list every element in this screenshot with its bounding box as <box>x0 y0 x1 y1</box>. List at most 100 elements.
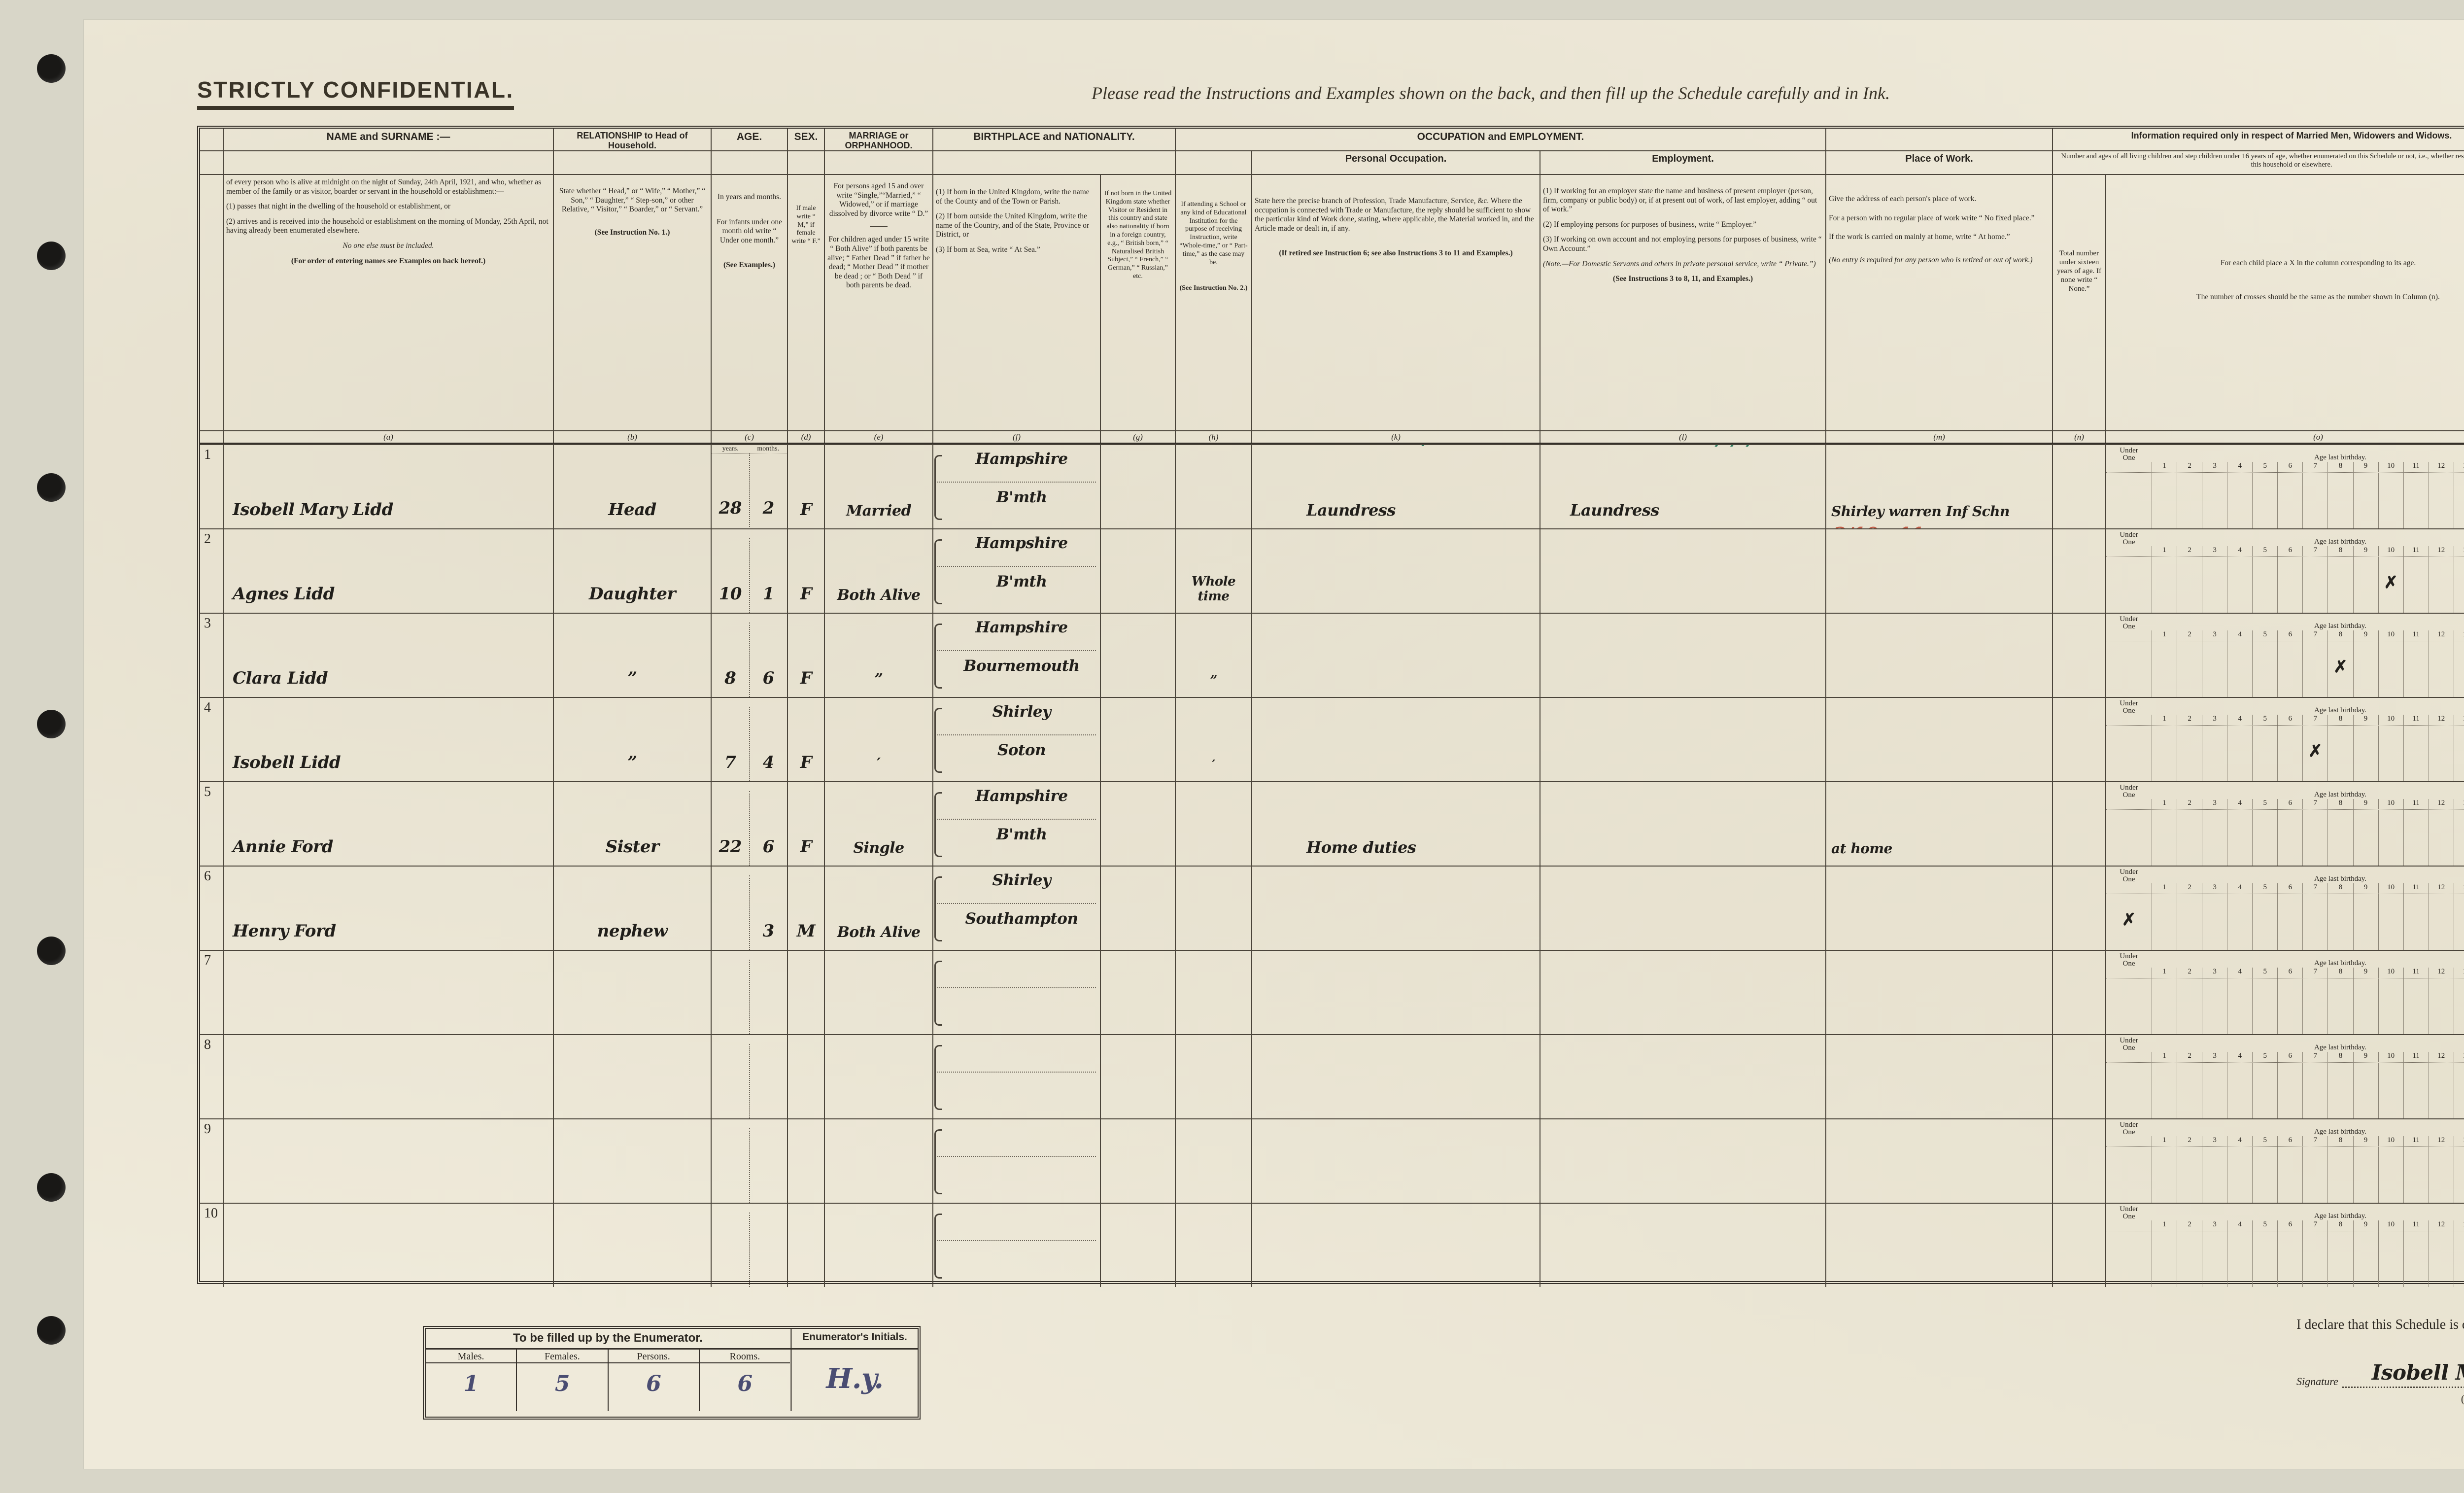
cell-age[interactable]: 22 6 <box>712 782 788 866</box>
cell-nationality[interactable] <box>1101 1035 1176 1118</box>
cell-place-of-work[interactable] <box>1826 867 2053 950</box>
cell-birthplace[interactable]: Shirley Soton <box>933 698 1101 781</box>
age-grid-box-7[interactable] <box>2302 1147 2327 1203</box>
age-grid-box-10[interactable] <box>2378 810 2403 866</box>
cell-age-grid[interactable]: Under One Age last birthday. 1 2 3 4 5 6 7 8 9 10 1… <box>2106 445 2464 528</box>
cell-employment[interactable] <box>1540 1035 1826 1118</box>
age-grid-box-1[interactable] <box>2152 641 2177 697</box>
footer-females-col[interactable]: Females. 5 <box>517 1350 609 1411</box>
age-grid-box-12[interactable] <box>2428 557 2454 613</box>
age-grid-box-4[interactable] <box>2227 557 2252 613</box>
age-grid-box-1[interactable] <box>2152 1147 2177 1203</box>
age-grid-box-1[interactable] <box>2152 557 2177 613</box>
cell-marriage[interactable]: ′ <box>825 698 933 781</box>
cell-age-grid[interactable]: Under One Age last birthday. 1 2 3 4 5 6 7 8 9 10 1… <box>2106 782 2464 866</box>
cell-place-of-work[interactable] <box>1826 1035 2053 1118</box>
age-grid-box-4[interactable] <box>2227 726 2252 781</box>
footer-persons-col[interactable]: Persons. 6 <box>608 1350 700 1411</box>
cell-marriage[interactable]: Both Alive <box>825 529 933 613</box>
cell-relationship[interactable] <box>554 1204 712 1287</box>
cell-birthplace[interactable]: Hampshire B'mth <box>933 782 1101 866</box>
cell-education[interactable] <box>1176 1035 1252 1118</box>
age-grid-box-3[interactable] <box>2202 1147 2227 1203</box>
age-grid-box-7[interactable] <box>2302 978 2327 1034</box>
age-grid-box-2[interactable] <box>2177 1147 2202 1203</box>
cell-education[interactable]: Whole time <box>1176 529 1252 613</box>
age-grid-box-8[interactable] <box>2327 978 2353 1034</box>
cell-age-grid[interactable]: Under One Age last birthday. 1 2 3 4 5 6 7 8 9 10 1… <box>2106 1035 2464 1118</box>
age-grid-box-under-one[interactable] <box>2106 726 2152 781</box>
age-grid-box-13[interactable] <box>2453 1147 2464 1203</box>
age-grid-box-10[interactable] <box>2378 1063 2403 1118</box>
cell-education[interactable] <box>1176 867 1252 950</box>
age-grid-box-9[interactable] <box>2353 557 2378 613</box>
age-grid-box-under-one[interactable] <box>2106 557 2152 613</box>
cell-age[interactable]: 3 <box>712 867 788 950</box>
signature-line[interactable]: Isobell Mary Lidd <box>2342 1360 2464 1388</box>
cell-employment[interactable] <box>1540 782 1826 866</box>
cell-occupation[interactable]: Home duties <box>1252 782 1540 866</box>
age-grid-box-12[interactable] <box>2428 1231 2454 1287</box>
cell-sex[interactable]: M <box>788 867 825 950</box>
cell-education[interactable] <box>1176 1204 1252 1287</box>
age-grid-box-12[interactable] <box>2428 473 2454 528</box>
footer-males-col[interactable]: Males. 1 <box>426 1350 517 1411</box>
cell-name[interactable]: Annie Ford <box>224 782 554 866</box>
age-grid-box-10[interactable] <box>2378 473 2403 528</box>
age-grid-box-2[interactable] <box>2177 557 2202 613</box>
age-grid-box-6[interactable] <box>2277 810 2302 866</box>
age-grid-box-7[interactable] <box>2302 557 2327 613</box>
age-grid-box-13[interactable] <box>2453 726 2464 781</box>
cell-education[interactable] <box>1176 1119 1252 1203</box>
cell-occupation[interactable] <box>1252 529 1540 613</box>
age-grid-box-under-one[interactable]: ✗ <box>2106 894 2152 950</box>
cell-total-children[interactable] <box>2053 1204 2106 1287</box>
cell-birthplace[interactable]: Hampshire B'mth <box>933 445 1101 528</box>
age-grid-box-9[interactable] <box>2353 1231 2378 1287</box>
cell-employment[interactable]: 777 Laundress <box>1540 445 1826 528</box>
age-grid-box-3[interactable] <box>2202 810 2227 866</box>
age-grid-box-5[interactable] <box>2252 726 2277 781</box>
age-grid-box-8[interactable] <box>2327 557 2353 613</box>
age-grid-box-2[interactable] <box>2177 473 2202 528</box>
age-grid-box-8[interactable] <box>2327 1147 2353 1203</box>
cell-nationality[interactable] <box>1101 1204 1176 1287</box>
cell-age-grid[interactable]: Under One Age last birthday. 1 2 3 4 5 6 7 8 9 10 1… <box>2106 529 2464 613</box>
age-grid-box-2[interactable] <box>2177 641 2202 697</box>
cell-nationality[interactable] <box>1101 529 1176 613</box>
age-grid-box-under-one[interactable] <box>2106 1063 2152 1118</box>
cell-total-children[interactable] <box>2053 1119 2106 1203</box>
cell-name[interactable]: Clara Lidd <box>224 614 554 697</box>
cell-nationality[interactable] <box>1101 867 1176 950</box>
cell-employment[interactable] <box>1540 951 1826 1034</box>
age-grid-box-12[interactable] <box>2428 894 2454 950</box>
age-grid-box-under-one[interactable] <box>2106 641 2152 697</box>
cell-employment[interactable] <box>1540 1204 1826 1287</box>
age-grid-box-4[interactable] <box>2227 1231 2252 1287</box>
footer-initials-col[interactable]: H.y. <box>792 1350 918 1411</box>
cell-relationship[interactable]: nephew <box>554 867 712 950</box>
cell-age-grid[interactable]: Under One Age last birthday. 1 2 3 4 5 6 7 8 9 10 1… <box>2106 867 2464 950</box>
cell-occupation[interactable] <box>1252 1204 1540 1287</box>
age-grid-box-5[interactable] <box>2252 1063 2277 1118</box>
age-grid-box-13[interactable] <box>2453 894 2464 950</box>
age-grid-box-3[interactable] <box>2202 473 2227 528</box>
age-grid-box-8[interactable] <box>2327 473 2353 528</box>
age-grid-box-11[interactable] <box>2403 1231 2429 1287</box>
age-grid-box-1[interactable] <box>2152 810 2177 866</box>
age-grid-box-12[interactable] <box>2428 978 2454 1034</box>
age-grid-box-5[interactable] <box>2252 473 2277 528</box>
age-grid-box-13[interactable] <box>2453 473 2464 528</box>
age-grid-box-1[interactable] <box>2152 978 2177 1034</box>
cell-sex[interactable] <box>788 1204 825 1287</box>
cell-marriage[interactable] <box>825 1119 933 1203</box>
cell-sex[interactable]: F <box>788 445 825 528</box>
age-grid-box-11[interactable] <box>2403 1063 2429 1118</box>
age-grid-box-4[interactable] <box>2227 810 2252 866</box>
age-grid-box-under-one[interactable] <box>2106 1147 2152 1203</box>
cell-occupation[interactable] <box>1252 1119 1540 1203</box>
age-grid-box-2[interactable] <box>2177 810 2202 866</box>
cell-place-of-work[interactable] <box>1826 529 2053 613</box>
cell-birthplace[interactable]: Hampshire B'mth <box>933 529 1101 613</box>
cell-name[interactable]: Isobell Mary Lidd <box>224 445 554 528</box>
